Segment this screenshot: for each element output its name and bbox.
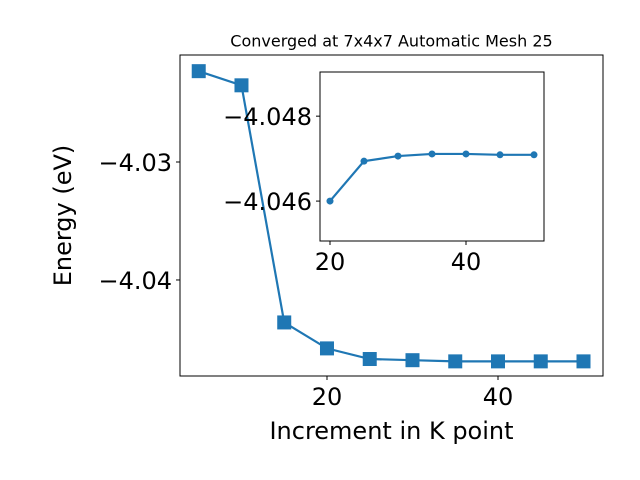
data-marker [530, 151, 538, 159]
data-marker [234, 78, 249, 93]
data-line [198, 70, 584, 363]
x-tick-label: 40 [451, 248, 482, 276]
x-axis-label: Increment in K point [269, 417, 513, 445]
data-marker [277, 315, 292, 330]
data-marker [326, 197, 334, 205]
x-tick-label: 20 [312, 383, 343, 411]
data-marker [428, 150, 436, 158]
data-marker [462, 150, 470, 158]
data-marker [360, 157, 368, 165]
data-marker [394, 152, 402, 160]
y-tick-label: −4.03 [98, 149, 172, 177]
y-tick-label: −4.046 [223, 188, 312, 216]
data-marker [533, 354, 548, 369]
data-marker [496, 151, 504, 159]
data-marker [191, 64, 206, 79]
chart-title: Converged at 7x4x7 Automatic Mesh 25 [230, 32, 552, 51]
x-tick-label: 40 [483, 383, 514, 411]
data-marker [362, 352, 377, 367]
x-tick-label: 20 [315, 248, 346, 276]
y-axis-label: Energy (eV) [49, 145, 77, 287]
y-tick-label: −4.04 [98, 267, 172, 295]
data-marker [319, 341, 334, 356]
data-marker [576, 354, 591, 369]
data-marker [448, 354, 463, 369]
data-marker [490, 354, 505, 369]
data-marker [405, 353, 420, 368]
y-tick-label: −4.048 [223, 103, 312, 131]
